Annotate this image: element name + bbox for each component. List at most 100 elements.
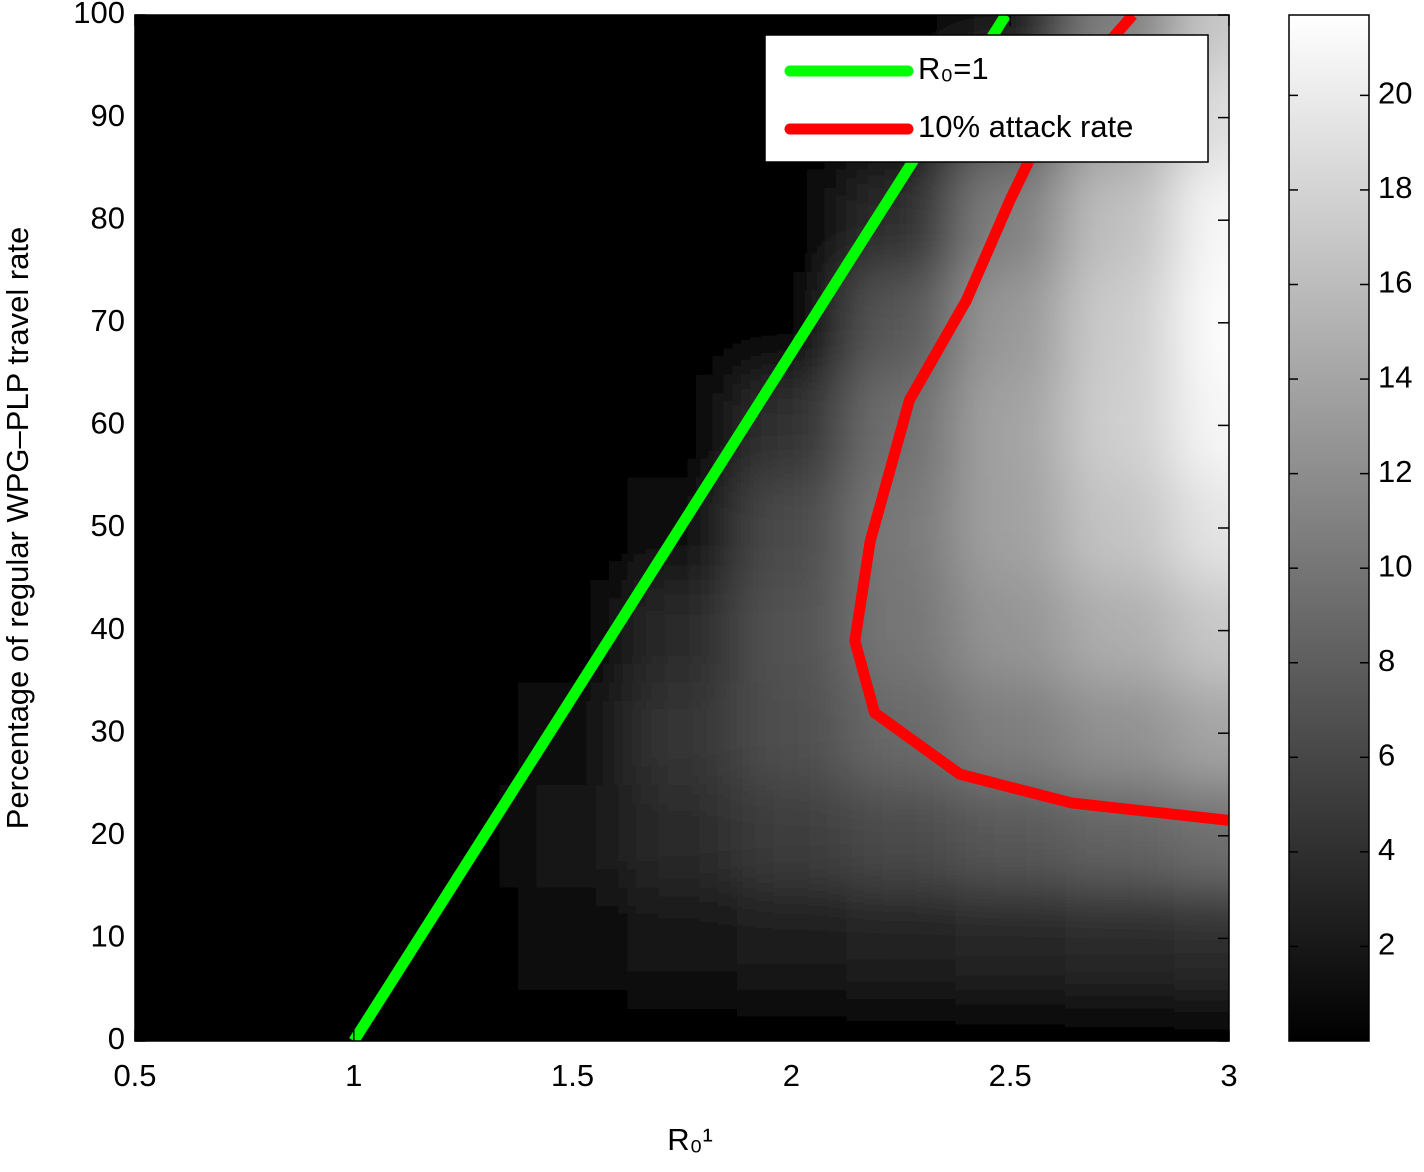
y-tick-label: 30 xyxy=(91,713,125,748)
heat-cell xyxy=(408,681,519,785)
heat-cell xyxy=(517,374,628,478)
heat-cell xyxy=(299,579,409,683)
heat-cell xyxy=(135,989,191,1041)
heat-cell xyxy=(1064,374,1175,478)
heat-cell xyxy=(517,784,628,888)
heat-cell xyxy=(408,66,519,170)
y-tick-label: 60 xyxy=(91,406,125,441)
heatmap-cells xyxy=(135,15,1229,1041)
heat-cell xyxy=(408,374,519,478)
heat-cell xyxy=(955,989,1066,1041)
y-tick-label: 20 xyxy=(91,816,125,851)
colorbar-tick-label: 16 xyxy=(1378,265,1412,300)
heat-cell xyxy=(1174,989,1229,1041)
heatmap xyxy=(135,15,1229,1041)
colorbar-tick-label: 8 xyxy=(1378,643,1395,678)
heat-cell xyxy=(1064,579,1175,683)
heat-cell xyxy=(408,989,519,1041)
heat-cell xyxy=(517,887,628,991)
heat-cell xyxy=(627,15,738,67)
x-tick-label: 1 xyxy=(345,1058,362,1093)
heat-cell xyxy=(1064,168,1175,272)
heat-cell xyxy=(846,887,956,991)
colorbar-tick-label: 10 xyxy=(1378,548,1412,583)
y-tick-label: 80 xyxy=(91,200,125,235)
heat-cell xyxy=(299,989,409,1041)
heat-cell xyxy=(955,168,1066,272)
heat-cell xyxy=(736,374,847,478)
heat-cell xyxy=(1064,989,1175,1041)
heat-cell xyxy=(627,579,738,683)
y-tick-label: 100 xyxy=(73,0,125,30)
colorbar xyxy=(1288,14,1370,1042)
heat-cell xyxy=(517,168,628,272)
heat-cell xyxy=(627,66,738,170)
heat-cell xyxy=(517,15,628,67)
heat-cell xyxy=(189,579,300,683)
colorbar-tick-label: 20 xyxy=(1378,76,1412,111)
heat-cell xyxy=(189,168,300,272)
contour-line xyxy=(349,15,1011,1041)
contours xyxy=(349,15,1229,1041)
heat-cell xyxy=(517,271,628,375)
y-tick-label: 50 xyxy=(91,508,125,543)
x-tick-label: 0.5 xyxy=(113,1058,156,1093)
heat-cell xyxy=(846,989,956,1041)
heat-cell xyxy=(955,374,1066,478)
heat-cell xyxy=(1064,271,1175,375)
colorbar-tick-label: 6 xyxy=(1378,738,1395,773)
x-tick-label: 1.5 xyxy=(551,1058,594,1093)
heat-cell xyxy=(846,784,956,888)
heat-cell xyxy=(189,15,300,67)
heat-cell xyxy=(408,579,519,683)
heat-cell xyxy=(299,15,409,67)
heat-cell xyxy=(189,271,300,375)
y-tick-label: 90 xyxy=(91,98,125,133)
heat-cell xyxy=(736,989,847,1041)
heat-cell xyxy=(627,784,738,888)
heat-cell xyxy=(1064,476,1175,580)
colorbar-tick-label: 2 xyxy=(1378,927,1395,962)
y-tick-label: 10 xyxy=(91,919,125,954)
y-tick-label: 0 xyxy=(108,1021,125,1056)
heat-cell xyxy=(955,681,1066,785)
heat-cell xyxy=(1064,887,1175,991)
heat-cell xyxy=(736,168,847,272)
heat-cell xyxy=(189,681,300,785)
heat-cell xyxy=(955,476,1066,580)
heat-cell xyxy=(627,989,738,1041)
heat-cell xyxy=(736,579,847,683)
heat-cell xyxy=(189,989,300,1041)
heat-cell xyxy=(299,168,409,272)
y-tick-label: 40 xyxy=(91,611,125,646)
heat-cell xyxy=(299,374,409,478)
x-tick-label: 3 xyxy=(1220,1058,1237,1093)
heat-cell xyxy=(408,271,519,375)
y-tick-label: 70 xyxy=(91,303,125,338)
heat-cell xyxy=(955,887,1066,991)
heat-cell xyxy=(517,989,628,1041)
legend-label: R₀=1 xyxy=(918,51,989,86)
heat-cell xyxy=(189,784,300,888)
heat-cell xyxy=(299,271,409,375)
heat-cell xyxy=(299,66,409,170)
heat-cell xyxy=(299,476,409,580)
contour-line xyxy=(849,15,1229,826)
heat-cell xyxy=(736,681,847,785)
x-tick-label: 2.5 xyxy=(989,1058,1032,1093)
x-tick-label: 2 xyxy=(783,1058,800,1093)
heat-cell xyxy=(517,66,628,170)
heat-cell xyxy=(736,887,847,991)
heat-cell xyxy=(736,784,847,888)
legend: R₀=1 10% attack rate xyxy=(764,34,1209,163)
y-axis-label: Percentage of regular WPG–PLP travel rat… xyxy=(0,227,35,830)
heat-cell xyxy=(189,476,300,580)
colorbar-tick-label: 18 xyxy=(1378,170,1412,205)
colorbar-tick-label: 12 xyxy=(1378,454,1412,489)
legend-box xyxy=(764,34,1209,163)
heat-cell xyxy=(627,168,738,272)
heat-cell xyxy=(299,681,409,785)
heat-cell xyxy=(408,15,519,67)
legend-label: 10% attack rate xyxy=(918,109,1133,144)
